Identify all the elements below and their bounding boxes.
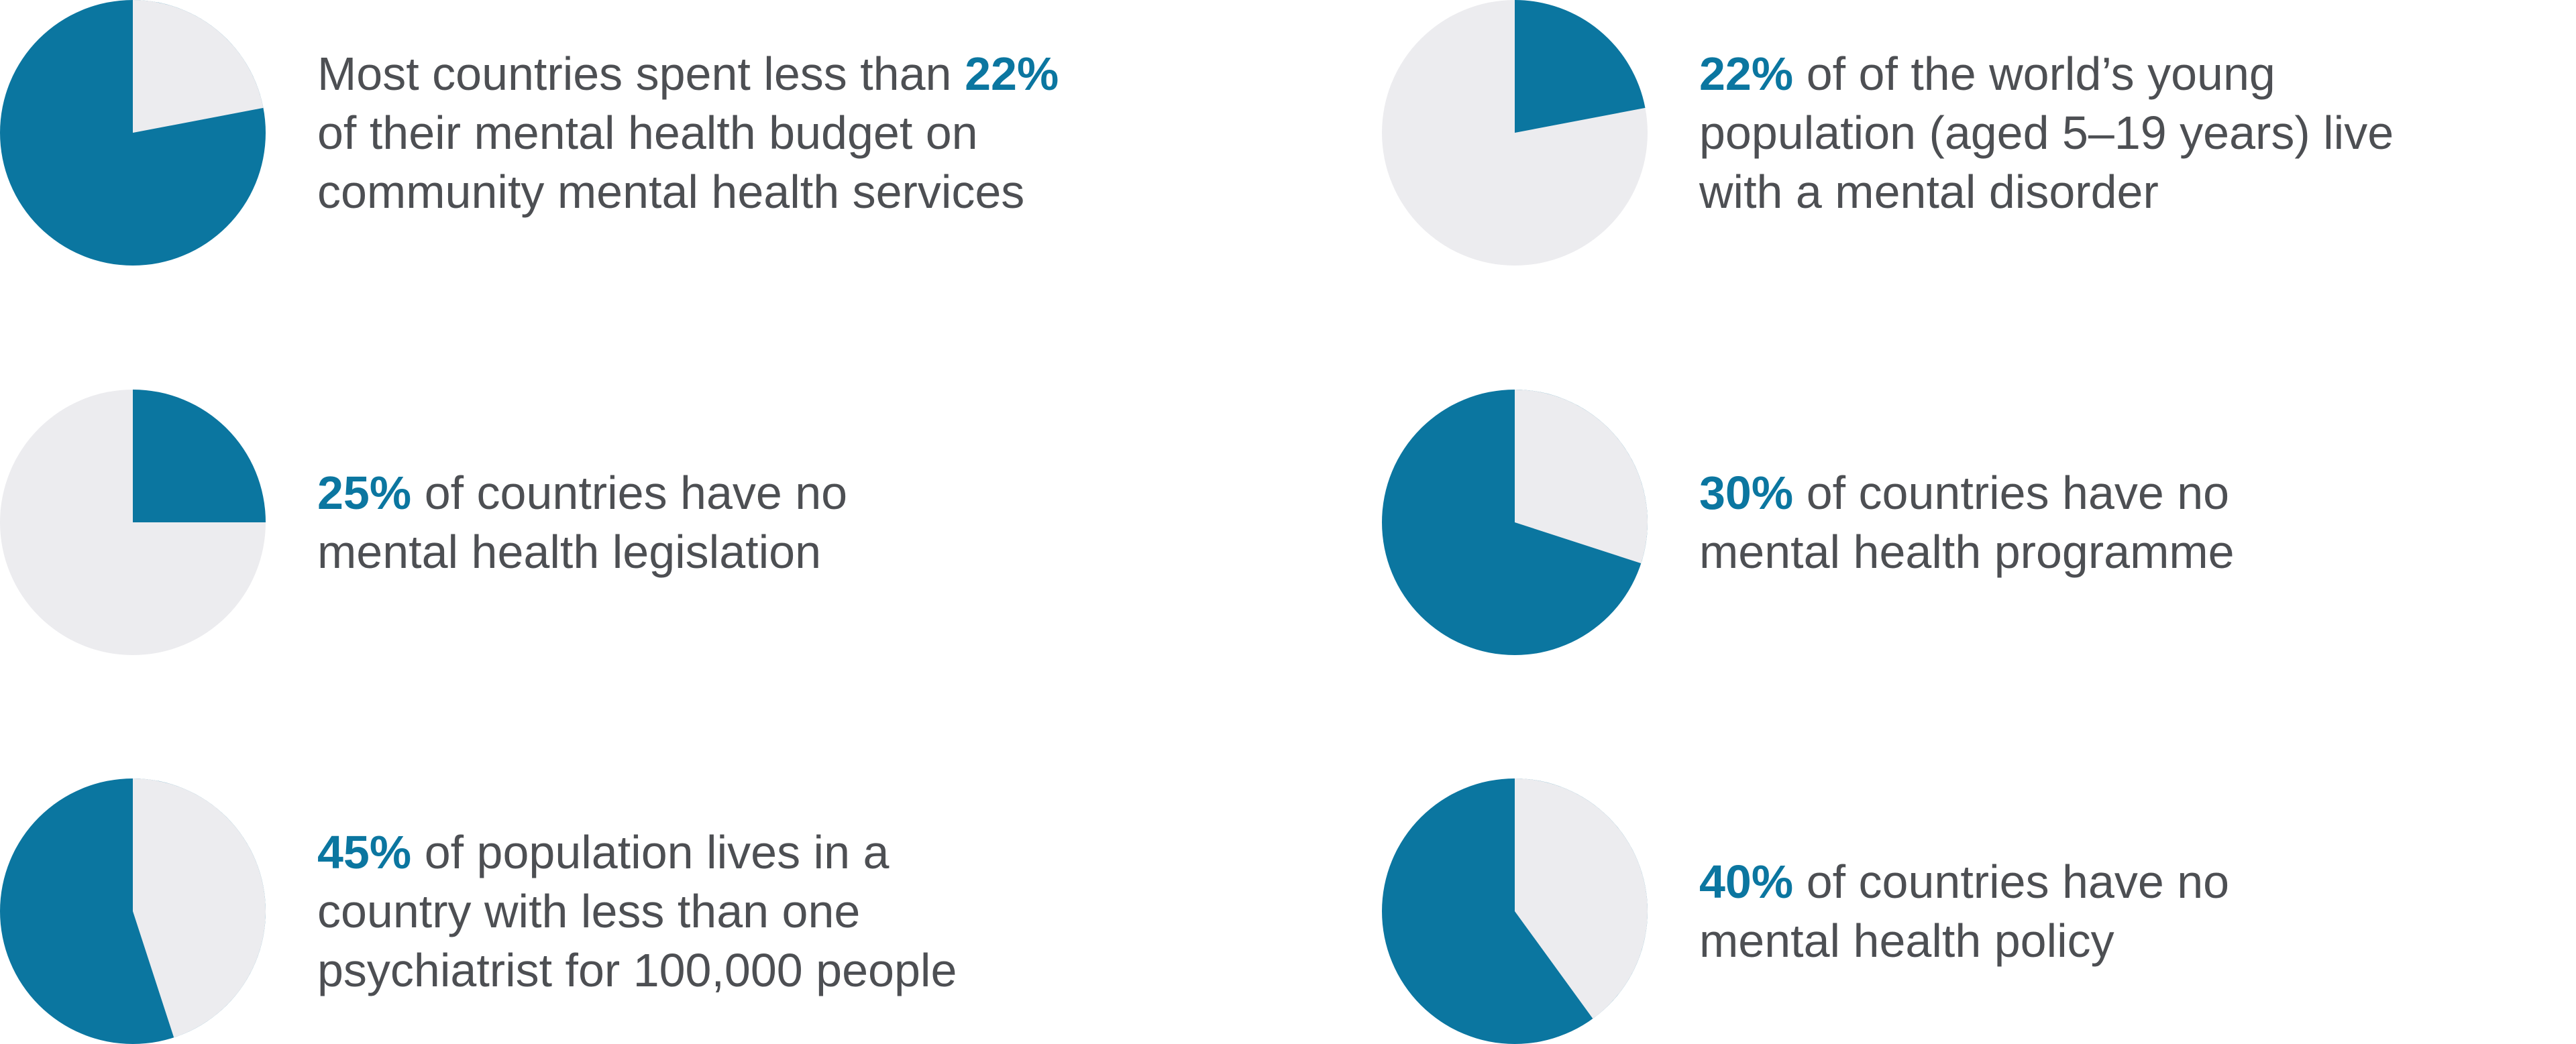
stat-text: Most countries spent less than 22% of thei… [317, 44, 1059, 221]
text-line: 30% of countries have no [1699, 463, 2235, 522]
text-line: mental health legislation [317, 526, 822, 578]
text: of population lives in a [424, 826, 890, 878]
value-label: 45% [317, 826, 412, 878]
text-line: population (aged 5–19 years) live [1699, 107, 2394, 159]
stat-text: 25% of countries have no mental health leg… [317, 463, 847, 581]
text-line: 22% of of the world’s young [1699, 44, 2394, 103]
stat-item: 25% of countries have no mental health leg… [0, 390, 847, 655]
text: Most countries spent less than [317, 48, 952, 100]
text-line: 40% of countries have no [1699, 852, 2229, 911]
pie-chart [1382, 390, 1648, 655]
value-label: 22% [965, 48, 1059, 100]
stat-text: 45% of population lives in a country with … [317, 823, 957, 1000]
text: of countries have no [424, 467, 848, 519]
text-line: 45% of population lives in a [317, 823, 957, 882]
pie-chart [1382, 778, 1648, 1044]
text-line: community mental health services [317, 166, 1025, 218]
stat-item: Most countries spent less than 22% of thei… [0, 0, 1059, 266]
pie-slice [1515, 778, 1648, 1019]
value-label: 22% [1699, 48, 1794, 100]
pie-chart [0, 778, 266, 1044]
pie-chart [0, 0, 266, 266]
pie-chart [1382, 0, 1648, 266]
pie-chart [0, 390, 266, 655]
text-line: 25% of countries have no [317, 463, 847, 522]
value-label: 25% [317, 467, 412, 519]
stat-item: 40% of countries have no mental health pol… [1382, 778, 2229, 1044]
text-line: psychiatrist for 100,000 people [317, 944, 957, 996]
text: of of the world’s young [1806, 48, 2275, 100]
pie-slice [133, 778, 266, 1038]
text-line: mental health policy [1699, 915, 2114, 967]
text-line: mental health programme [1699, 526, 2235, 578]
stat-text: 22% of of the world’s young population (ag… [1699, 44, 2394, 221]
stat-item: 45% of population lives in a country with … [0, 778, 957, 1044]
text: of countries have no [1806, 856, 2230, 908]
text-line: country with less than one [317, 885, 861, 937]
text: of countries have no [1806, 467, 2230, 519]
pie-slice [133, 0, 264, 133]
stat-item: 30% of countries have no mental health pro… [1382, 390, 2235, 655]
pie-slice [1515, 0, 1646, 133]
pie-slice [133, 390, 266, 522]
text-line: with a mental disorder [1699, 166, 2159, 218]
text-line: of their mental health budget on [317, 107, 978, 159]
value-label: 40% [1699, 856, 1794, 908]
value-label: 30% [1699, 467, 1794, 519]
text-line: Most countries spent less than 22% [317, 44, 1059, 103]
pie-slice [1515, 390, 1648, 564]
stat-item: 22% of of the world’s young population (ag… [1382, 0, 2394, 266]
stat-text: 30% of countries have no mental health pro… [1699, 463, 2235, 581]
stat-text: 40% of countries have no mental health pol… [1699, 852, 2229, 970]
